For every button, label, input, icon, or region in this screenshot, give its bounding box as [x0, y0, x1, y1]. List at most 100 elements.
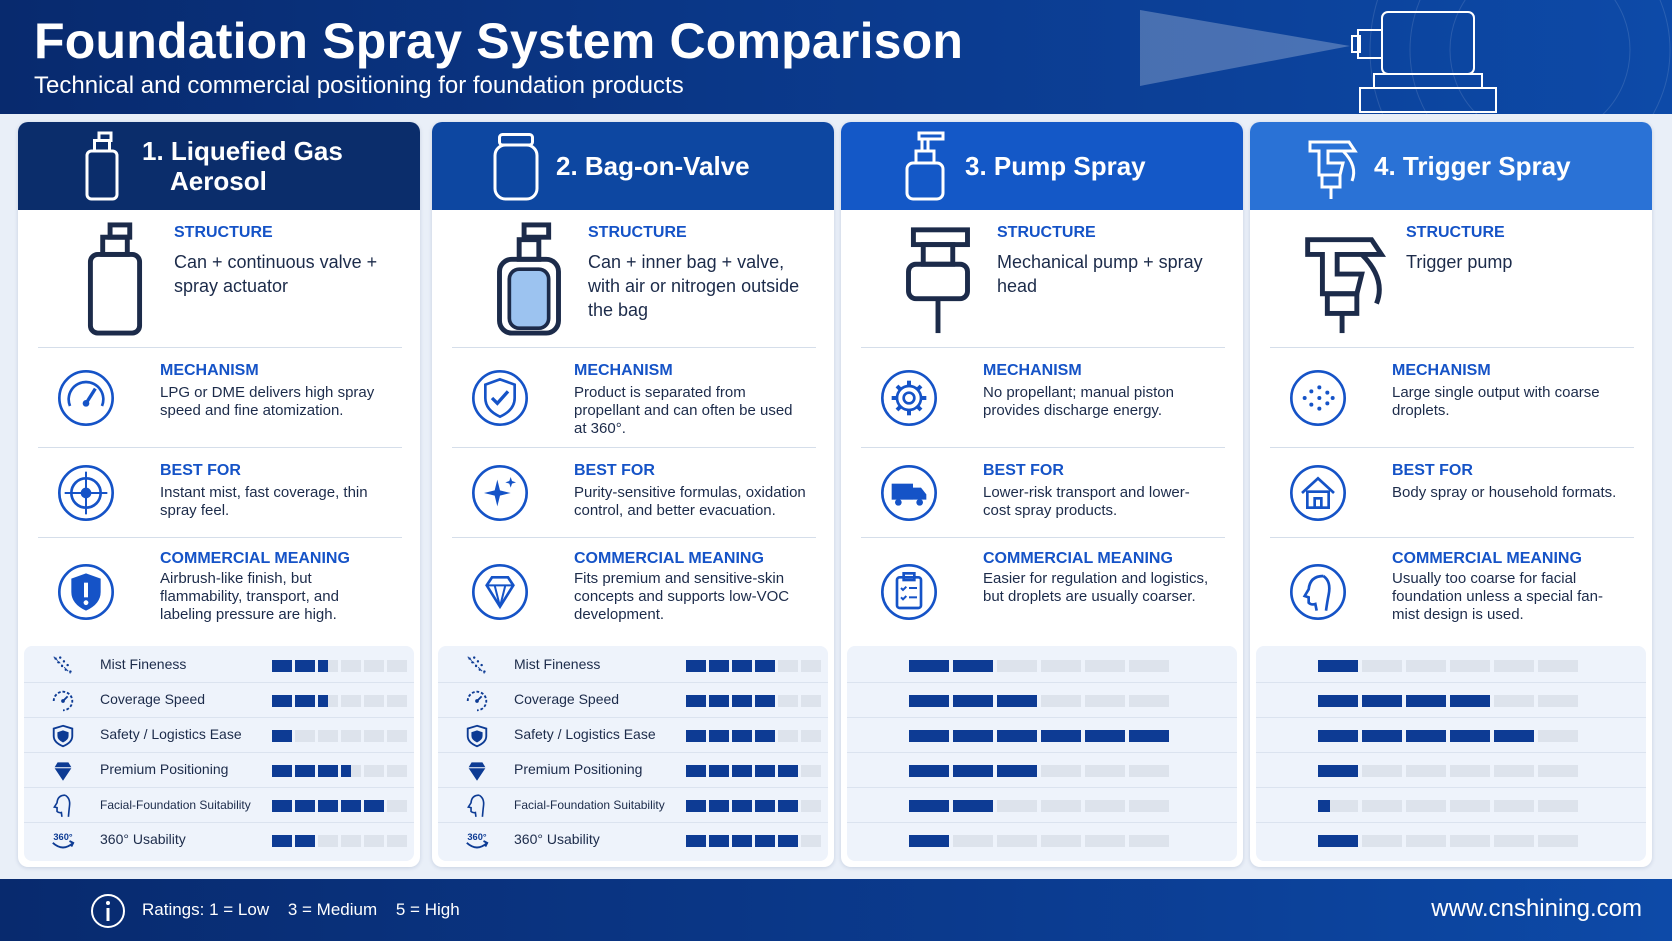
rating-segment	[364, 800, 384, 812]
rating-row	[847, 718, 1237, 753]
rating-segment	[778, 730, 798, 742]
rating-segment-fill	[755, 800, 775, 812]
aerosol-can-icon	[85, 131, 119, 201]
rating-segment-fill	[341, 800, 361, 812]
rating-segment	[1494, 765, 1534, 777]
rating-row	[1256, 683, 1646, 718]
rating-segment	[1362, 800, 1402, 812]
rating-segment-fill	[953, 695, 993, 707]
section-best-for: BEST FOR Lower-risk transport and lower-c…	[861, 448, 1225, 538]
rating-segment	[364, 835, 384, 847]
rating-segment	[1318, 800, 1358, 812]
rating-segment	[387, 695, 407, 707]
legend-medium: 3 = Medium	[287, 900, 378, 919]
rating-bars	[909, 835, 1173, 847]
section-icon	[468, 366, 532, 435]
rating-segment-fill	[909, 835, 949, 847]
section-icon	[468, 461, 532, 530]
rating-label: Safety / Logistics Ease	[100, 726, 242, 742]
rating-segment	[272, 695, 292, 707]
rating-segment-fill	[272, 660, 292, 672]
rating-segment-fill	[909, 730, 949, 742]
section-icon	[468, 560, 532, 629]
rating-segment	[295, 765, 315, 777]
section-icon	[54, 560, 118, 629]
system-card: 4. Trigger Spray STRUCTURE Trigger pump MEC…	[1250, 122, 1652, 867]
rating-row-icon	[464, 723, 490, 754]
rating-segment	[732, 695, 752, 707]
rating-segment	[1450, 695, 1490, 707]
card-title-line1: 4. Trigger Spray	[1374, 151, 1571, 181]
rating-segment	[1129, 835, 1169, 847]
rating-segment-fill	[272, 800, 292, 812]
rating-row: Facial-Foundation Suitability	[438, 788, 828, 823]
shield-check-icon	[472, 370, 528, 426]
face-icon	[1290, 564, 1346, 620]
rating-segment	[295, 695, 315, 707]
rating-segment	[1406, 800, 1446, 812]
rating-segment	[1129, 695, 1169, 707]
rating-segment-fill	[686, 765, 706, 777]
section-label: STRUCTURE	[1406, 224, 1505, 241]
rating-segment-fill	[732, 660, 752, 672]
rating-segment	[341, 765, 361, 777]
card-title: 2. Bag-on-Valve	[556, 122, 750, 210]
rating-segment	[909, 835, 949, 847]
ratings-panel	[1256, 646, 1646, 861]
rating-segment	[1494, 660, 1534, 672]
rating-segment	[953, 660, 993, 672]
rating-row: Mist Fineness	[438, 648, 828, 683]
rating-segment	[1362, 765, 1402, 777]
rating-segment	[1129, 660, 1169, 672]
rating-row	[847, 788, 1237, 823]
diamond-icon	[472, 564, 528, 620]
rating-row	[1256, 648, 1646, 683]
rating-row	[1256, 788, 1646, 823]
rating-row-icon	[464, 793, 490, 824]
rating-segment	[1318, 695, 1358, 707]
section-structure: STRUCTURE Can + continuous valve + spray …	[38, 210, 402, 348]
section-best-for: BEST FOR Instant mist, fast coverage, thi…	[38, 448, 402, 538]
rating-bars	[686, 695, 824, 707]
rating-segment-fill	[732, 695, 752, 707]
rating-segment	[1318, 730, 1358, 742]
rating-row-icon	[50, 653, 76, 684]
rating-segment	[732, 800, 752, 812]
page-subtitle: Technical and commercial positioning for…	[34, 72, 684, 99]
rating-segment	[295, 660, 315, 672]
rating-segment-fill	[1362, 730, 1402, 742]
rating-segment	[318, 835, 338, 847]
rating-bars	[909, 730, 1173, 742]
website-link[interactable]: www.cnshining.com	[1431, 895, 1642, 922]
section-icon	[1286, 366, 1350, 435]
rating-segment	[801, 730, 821, 742]
structure-illustration	[470, 220, 588, 343]
rating-bars	[272, 660, 410, 672]
rating-row-icon: 360°	[464, 828, 490, 859]
rating-segment	[341, 800, 361, 812]
rating-segment-fill	[295, 695, 315, 707]
rating-segment	[1318, 765, 1358, 777]
section-icon	[877, 366, 941, 435]
rating-row-icon	[50, 758, 76, 789]
section-label: COMMERCIAL MEANING	[1392, 550, 1582, 567]
system-card: 2. Bag-on-Valve STRUCTURE Can + inner bag …	[432, 122, 834, 867]
rating-segment	[997, 660, 1037, 672]
card-header: 2. Bag-on-Valve	[432, 122, 834, 210]
section-text: Usually too coarse for facial foundation…	[1392, 570, 1603, 623]
rating-row-icon	[50, 793, 76, 824]
rating-segment	[1318, 835, 1358, 847]
rating-row-icon	[50, 723, 76, 754]
jar-icon	[493, 133, 539, 201]
rating-segment-fill	[755, 765, 775, 777]
rating-segment-fill	[997, 695, 1037, 707]
rating-bars	[272, 765, 410, 777]
rating-bars	[1318, 730, 1582, 742]
rating-segment	[909, 765, 949, 777]
mist-icon	[467, 656, 486, 674]
section-label: STRUCTURE	[174, 224, 273, 241]
rating-segment-fill	[686, 695, 706, 707]
rating-segment-fill	[1318, 800, 1330, 812]
rating-segment-fill	[953, 730, 993, 742]
section-label: BEST FOR	[574, 462, 655, 479]
